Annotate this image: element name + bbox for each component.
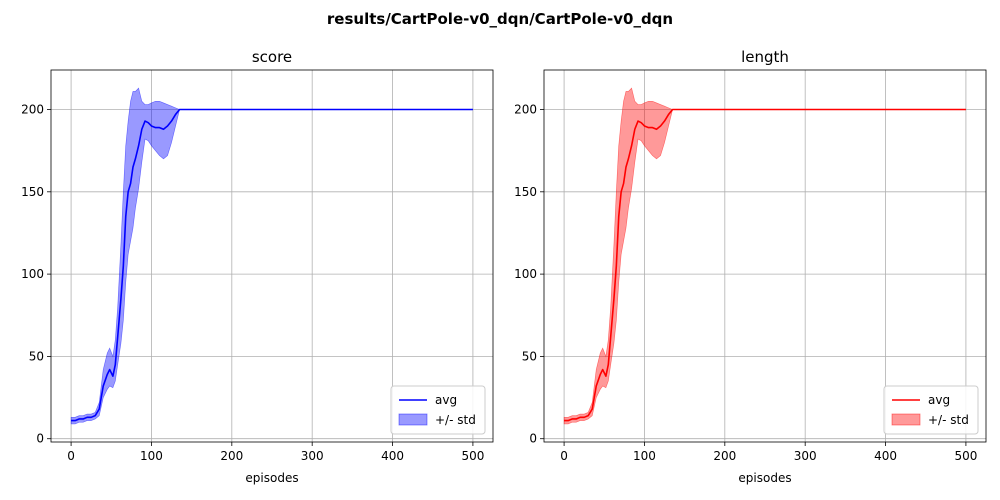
y-tick-label: 100 bbox=[21, 267, 44, 281]
y-tick-label: 50 bbox=[29, 349, 44, 363]
y-tick-label: 100 bbox=[514, 267, 537, 281]
score-chart-panel: 0 100 200 300 400 500 0 50 100 150 200 score episode… bbox=[21, 48, 494, 485]
legend-std-label: +/- std bbox=[928, 413, 969, 427]
legend-box bbox=[390, 385, 486, 435]
x-tick-label: 500 bbox=[954, 449, 977, 463]
x-tick-label: 0 bbox=[560, 449, 568, 463]
y-tick-label: 150 bbox=[514, 185, 537, 199]
y-tick-label: 50 bbox=[522, 349, 537, 363]
x-tick-label: 100 bbox=[140, 449, 163, 463]
x-tick-label: 100 bbox=[633, 449, 656, 463]
x-axis-label: episodes bbox=[738, 471, 791, 485]
y-tick-label: 0 bbox=[529, 432, 537, 446]
legend-std-label: +/- std bbox=[435, 413, 476, 427]
y-tick-label: 0 bbox=[36, 432, 44, 446]
length-chart-panel: 0 100 200 300 400 500 0 50 100 150 200 length episod… bbox=[514, 48, 987, 485]
legend-avg-label: avg bbox=[435, 393, 457, 407]
axes-frame bbox=[543, 69, 987, 443]
x-tick-label: 200 bbox=[220, 449, 243, 463]
legend-std-swatch bbox=[891, 413, 921, 426]
x-tick-label: 300 bbox=[301, 449, 324, 463]
x-tick-label: 400 bbox=[874, 449, 897, 463]
axes-frame bbox=[50, 69, 494, 443]
avg-series-line bbox=[564, 108, 966, 422]
axes-title: score bbox=[252, 48, 292, 66]
legend-std-swatch bbox=[398, 413, 428, 426]
y-tick-label: 200 bbox=[514, 103, 537, 117]
y-tick-label: 200 bbox=[21, 103, 44, 117]
x-tick-label: 400 bbox=[381, 449, 404, 463]
axes-title: length bbox=[741, 48, 789, 66]
x-tick-label: 300 bbox=[794, 449, 817, 463]
x-tick-label: 500 bbox=[461, 449, 484, 463]
x-axis-label: episodes bbox=[245, 471, 298, 485]
x-tick-label: 0 bbox=[67, 449, 75, 463]
y-tick-label: 150 bbox=[21, 185, 44, 199]
legend-avg-label: avg bbox=[928, 393, 950, 407]
avg-series-line bbox=[71, 108, 473, 422]
figure-suptitle: results/CartPole-v0_dqn/CartPole-v0_dqn bbox=[327, 10, 673, 28]
legend-box bbox=[883, 385, 979, 435]
x-tick-label: 200 bbox=[713, 449, 736, 463]
